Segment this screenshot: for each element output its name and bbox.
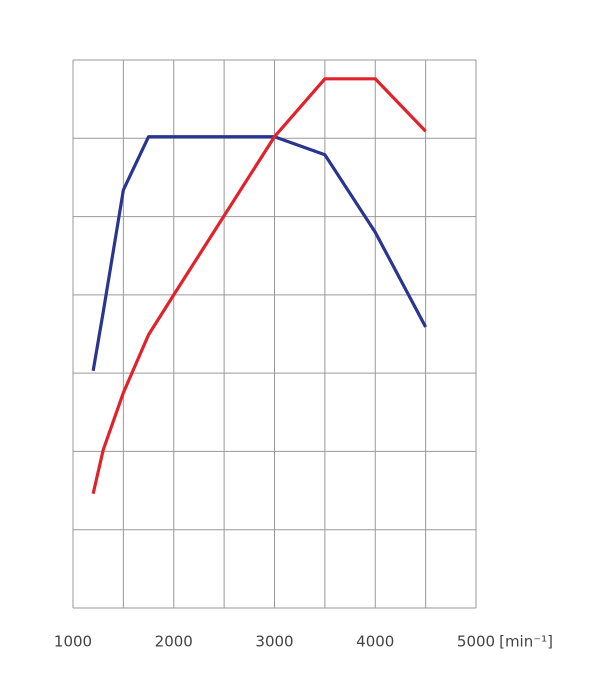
x-tick-label: 4000 xyxy=(356,633,394,651)
series-line xyxy=(91,135,428,372)
x-axis-label: [min⁻¹] xyxy=(499,633,553,651)
x-tick-label: 5000 xyxy=(457,633,495,651)
x-tick-label: 2000 xyxy=(155,633,193,651)
series-line xyxy=(91,77,427,495)
x-tick-label: 1000 xyxy=(54,633,92,651)
x-tick-label: 3000 xyxy=(255,633,293,651)
